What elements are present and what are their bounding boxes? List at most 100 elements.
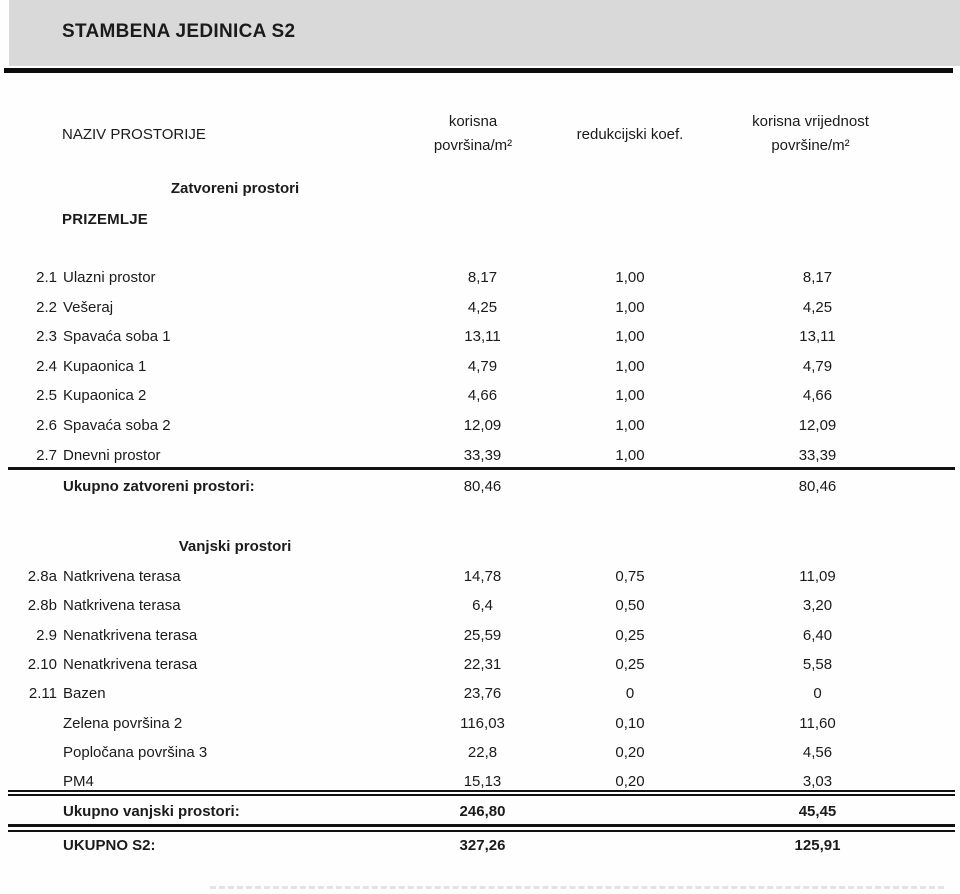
column-header-value-line1: korisna vrijednost	[752, 113, 869, 130]
area-cell: 25,59	[463, 626, 502, 644]
table-row: 2.5 Kupaonica 2 4,66 1,00 4,66	[0, 381, 960, 411]
koef-cell: 1,00	[615, 328, 645, 346]
koef-cell: 1,00	[615, 387, 645, 405]
koef-cell: 0,20	[615, 743, 645, 761]
table-row: 2.6 Spavaća soba 2 12,09 1,00 12,09	[0, 411, 960, 441]
room-id: 2.1	[36, 269, 57, 286]
table-row: 2.1 Ulazni prostor 8,17 1,00 8,17	[0, 263, 960, 293]
table-row: 2.9 Nenatkrivena terasa 25,59 0,25 6,40	[0, 621, 960, 651]
section-heading-zatvoreni: Zatvoreni prostori	[170, 180, 300, 197]
table-row: Popločana površina 3 22,8 0,20 4,56	[0, 738, 960, 768]
room-id: 2.8a	[27, 568, 57, 585]
koef-cell: 0,50	[615, 597, 645, 615]
area-cell: 13,11	[464, 328, 501, 346]
rule-under-zatvoreni	[8, 467, 955, 470]
area-cell: 8,17	[467, 269, 498, 286]
value-cell: 4,25	[802, 298, 833, 316]
area-cell: 116,03	[460, 714, 505, 732]
title-bar: STAMBENA JEDINICA S2	[9, 0, 960, 66]
double-rule-grand-total-bottom	[8, 830, 955, 832]
area-cell: 22,8	[467, 743, 498, 761]
value-cell: 6,40	[802, 626, 833, 644]
area-cell: 4,66	[467, 387, 498, 405]
room-name: Ulazni prostor	[63, 269, 156, 286]
room-name: Kupaonica 2	[63, 387, 147, 405]
room-name: Popločana površina 3	[63, 743, 208, 761]
floor-heading-prizemlje: PRIZEMLJE	[62, 211, 148, 228]
total-row-vanjski: Ukupno vanjski prostori: 246,80 45,45	[0, 797, 960, 827]
table-row: 2.8b Natkrivena terasa 6,4 0,50 3,20	[0, 591, 960, 621]
value-cell: 0	[813, 685, 822, 703]
area-cell: 33,39	[463, 446, 502, 464]
table-row: 2.10 Nenatkrivena terasa 22,31 0,25 5,58	[0, 650, 960, 680]
double-rule-grand-total-top	[8, 824, 955, 827]
value-cell: 3,20	[802, 597, 833, 615]
grand-total-row: UKUPNO S2: 327,26 125,91	[0, 831, 960, 861]
area-cell: 14,78	[463, 568, 502, 585]
room-name: PM4	[63, 773, 94, 791]
koef-cell: 1,00	[615, 446, 645, 464]
column-header-area-line2: površina/m²	[433, 137, 513, 154]
area-cell: 22,31	[463, 655, 502, 673]
room-id: 2.7	[36, 446, 57, 464]
room-name: Spavaća soba 1	[63, 328, 171, 346]
area-cell: 12,09	[463, 417, 502, 434]
double-rule-under-vanjski-top	[8, 790, 955, 792]
column-header-koef: redukcijski koef.	[576, 126, 684, 143]
area-cell: 4,79	[467, 357, 498, 375]
value-cell: 4,66	[802, 387, 833, 405]
total-label: Ukupno vanjski prostori:	[63, 803, 240, 820]
value-cell: 11,60	[799, 714, 836, 732]
value-cell: 5,58	[802, 655, 833, 673]
room-id: 2.6	[36, 417, 57, 434]
room-name: Vešeraj	[63, 298, 114, 316]
room-id: 2.9	[36, 626, 57, 644]
koef-cell: 0,75	[615, 568, 645, 585]
table-row: Zelena površina 2 116,03 0,10 11,60	[0, 709, 960, 739]
room-name: Natkrivena terasa	[63, 568, 181, 585]
scan-dashed-line	[210, 886, 944, 889]
grand-total-value-cell: 125,91	[794, 837, 841, 854]
room-name: Nenatkrivena terasa	[63, 655, 198, 673]
room-name: Nenatkrivena terasa	[63, 626, 198, 644]
room-id: 2.10	[27, 655, 57, 673]
koef-cell: 1,00	[615, 298, 645, 316]
value-cell: 4,56	[802, 743, 833, 761]
table-row: 2.2 Vešeraj 4,25 1,00 4,25	[0, 293, 960, 323]
koef-cell: 0,10	[615, 714, 645, 732]
table-row: 2.11 Bazen 23,76 0 0	[0, 679, 960, 709]
value-cell: 4,79	[802, 357, 833, 375]
room-id: 2.3	[36, 328, 57, 346]
total-area-cell: 80,46	[463, 478, 502, 495]
room-id: 2.8b	[27, 597, 57, 615]
room-id: 2.5	[36, 387, 57, 405]
value-cell: 33,39	[798, 446, 837, 464]
title-rule	[4, 68, 953, 73]
room-name: Kupaonica 1	[63, 357, 147, 375]
room-name: Dnevni prostor	[63, 446, 161, 464]
koef-cell: 1,00	[615, 417, 645, 434]
total-area-cell: 246,80	[459, 803, 506, 820]
room-name: Natkrivena terasa	[63, 597, 181, 615]
room-id: 2.11	[28, 685, 57, 703]
room-id: 2.2	[36, 298, 57, 316]
room-name: Bazen	[63, 685, 106, 703]
grand-total-label: UKUPNO S2:	[63, 837, 156, 854]
column-header-area: korisna površina/m²	[408, 110, 538, 158]
column-header-name: NAZIV PROSTORIJE	[62, 126, 206, 143]
area-cell: 23,76	[463, 685, 502, 703]
total-value-cell: 45,45	[798, 803, 837, 820]
total-row-zatvoreni: Ukupno zatvoreni prostori: 80,46 80,46	[0, 472, 960, 502]
room-name: Zelena površina 2	[63, 714, 183, 732]
double-rule-under-vanjski-bottom	[8, 794, 955, 796]
koef-cell: 0,25	[615, 626, 645, 644]
koef-cell: 1,00	[615, 269, 645, 286]
total-label: Ukupno zatvoreni prostori:	[63, 478, 255, 495]
room-name: Spavaća soba 2	[63, 417, 171, 434]
koef-cell: 1,00	[615, 357, 645, 375]
value-cell: 13,11	[799, 328, 836, 346]
value-cell: 3,03	[802, 773, 833, 791]
table-row: 2.8a Natkrivena terasa 14,78 0,75 11,09	[0, 562, 960, 592]
koef-cell: 0	[625, 685, 635, 703]
